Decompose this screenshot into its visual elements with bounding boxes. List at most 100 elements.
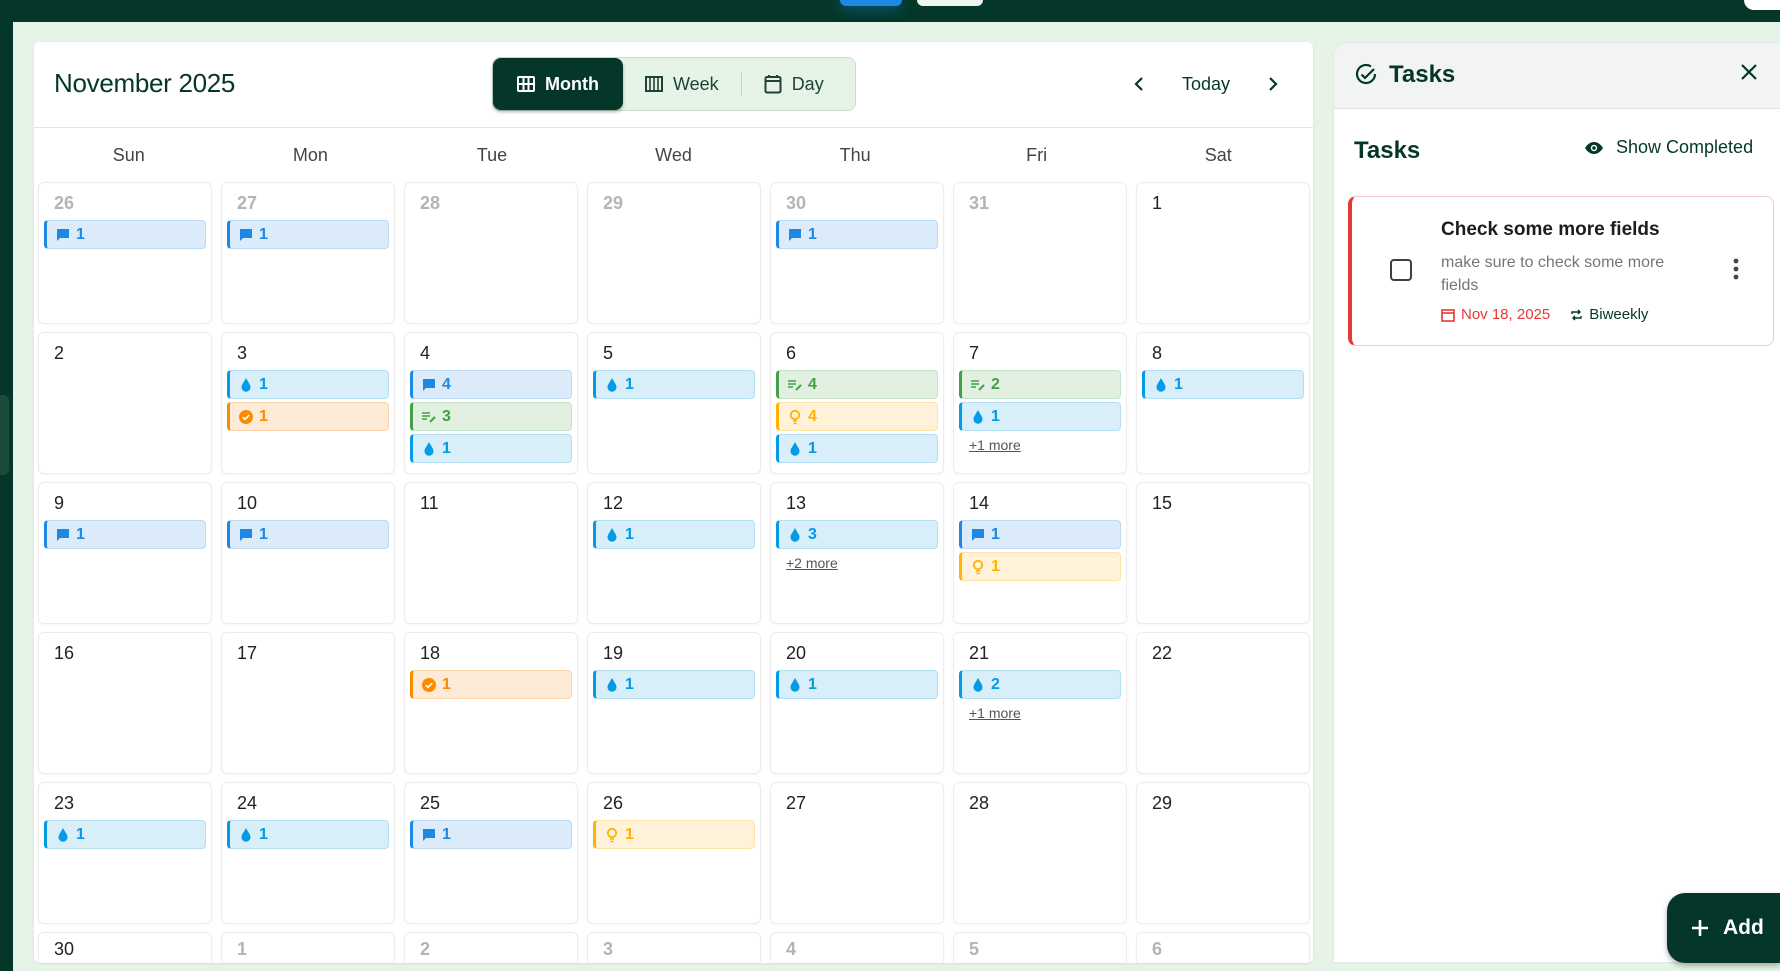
event-chip-comment[interactable]: 1	[776, 220, 938, 249]
day-cell[interactable]: 29	[587, 182, 761, 324]
avatar[interactable]	[1744, 0, 1780, 10]
day-cell[interactable]: 27 1	[221, 182, 395, 324]
day-number: 7	[969, 343, 980, 363]
day-cell[interactable]: 29	[1136, 782, 1310, 924]
today-button[interactable]: Today	[1182, 73, 1231, 94]
lightbulb-icon	[970, 559, 986, 575]
day-cell[interactable]: 13 3 +2 more	[770, 482, 944, 624]
show-completed-button[interactable]: Show Completed	[1584, 137, 1753, 158]
event-chip-water[interactable]: 1	[227, 820, 389, 849]
day-cell[interactable]: 4	[770, 932, 944, 962]
event-chip-idea[interactable]: 1	[959, 552, 1121, 581]
event-chip-comment[interactable]: 1	[227, 520, 389, 549]
view-week-button[interactable]: Week	[623, 58, 741, 110]
next-button[interactable]	[1258, 66, 1288, 102]
event-chip-water[interactable]: 1	[593, 670, 755, 699]
day-cell[interactable]: 15	[1136, 482, 1310, 624]
comment-icon	[238, 527, 254, 543]
day-cell[interactable]: 10 1	[221, 482, 395, 624]
day-cell[interactable]: 31	[953, 182, 1127, 324]
day-cell[interactable]: 26 1	[38, 182, 212, 324]
day-cell[interactable]: 1	[1136, 182, 1310, 324]
day-cell[interactable]: 20 1	[770, 632, 944, 774]
day-cell[interactable]: 30 1	[770, 182, 944, 324]
day-cell[interactable]: 30	[38, 932, 212, 962]
event-chip-notes[interactable]: 4	[776, 370, 938, 399]
more-events-link[interactable]: +1 more	[969, 705, 1021, 721]
day-number: 15	[1152, 493, 1173, 513]
event-chip-water[interactable]: 3	[776, 520, 938, 549]
comment-icon	[238, 227, 254, 243]
day-cell[interactable]: 19 1	[587, 632, 761, 774]
day-cell[interactable]: 16	[38, 632, 212, 774]
more-events-link[interactable]: +2 more	[786, 555, 838, 571]
event-chip-water[interactable]: 2	[959, 670, 1121, 699]
top-bar-button[interactable]	[917, 0, 983, 6]
day-cell[interactable]: 2	[38, 332, 212, 474]
day-cell[interactable]: 2	[404, 932, 578, 962]
tasks-panel-header: Tasks	[1334, 43, 1780, 109]
event-chip-water[interactable]: 1	[227, 370, 389, 399]
more-events-link[interactable]: +1 more	[969, 437, 1021, 453]
day-number: 22	[1152, 643, 1173, 663]
event-chip-comment[interactable]: 1	[44, 520, 206, 549]
view-day-button[interactable]: Day	[742, 58, 846, 110]
day-number: 10	[237, 493, 258, 513]
day-cell[interactable]: 18 1	[404, 632, 578, 774]
event-chip-comment[interactable]: 4	[410, 370, 572, 399]
event-chip-idea[interactable]: 1	[593, 820, 755, 849]
event-chip-water[interactable]: 1	[1142, 370, 1304, 399]
day-cell[interactable]: 11	[404, 482, 578, 624]
side-rail-handle[interactable]	[0, 395, 9, 475]
day-cell[interactable]: 21 2 +1 more	[953, 632, 1127, 774]
event-chip-comment[interactable]: 1	[410, 820, 572, 849]
more-vert-icon[interactable]	[1732, 257, 1740, 281]
day-cell[interactable]: 12 1	[587, 482, 761, 624]
day-cell[interactable]: 1	[221, 932, 395, 962]
task-checkbox[interactable]	[1390, 259, 1412, 281]
add-button[interactable]: Add	[1667, 893, 1780, 963]
day-cell[interactable]: 28	[404, 182, 578, 324]
event-chip-comment[interactable]: 1	[44, 220, 206, 249]
event-chip-water[interactable]: 1	[593, 370, 755, 399]
event-chip-comment[interactable]: 1	[959, 520, 1121, 549]
day-cell[interactable]: 27	[770, 782, 944, 924]
day-cell[interactable]: 6	[1136, 932, 1310, 962]
notes-edit-icon	[787, 377, 803, 393]
event-chip-water[interactable]: 1	[776, 670, 938, 699]
day-cell[interactable]: 25 1	[404, 782, 578, 924]
event-chip-comment[interactable]: 1	[227, 220, 389, 249]
day-cell[interactable]: 3	[587, 932, 761, 962]
event-chip-water[interactable]: 1	[776, 434, 938, 463]
event-chip-water[interactable]: 1	[959, 402, 1121, 431]
event-count: 4	[808, 407, 817, 425]
day-cell[interactable]: 7 2 1 +1 more	[953, 332, 1127, 474]
event-chip-notes[interactable]: 3	[410, 402, 572, 431]
event-chip-water[interactable]: 1	[593, 520, 755, 549]
view-month-button[interactable]: Month	[493, 58, 623, 110]
day-cell[interactable]: 23 1	[38, 782, 212, 924]
previous-button[interactable]	[1124, 66, 1154, 102]
event-chip-idea[interactable]: 4	[776, 402, 938, 431]
top-bar-active-button[interactable]	[840, 0, 902, 6]
event-chip-notes[interactable]: 2	[959, 370, 1121, 399]
day-cell[interactable]: 22	[1136, 632, 1310, 774]
event-chip-check[interactable]: 1	[227, 402, 389, 431]
event-chip-water[interactable]: 1	[410, 434, 572, 463]
day-cell[interactable]: 26 1	[587, 782, 761, 924]
day-cell[interactable]: 28	[953, 782, 1127, 924]
event-chip-check[interactable]: 1	[410, 670, 572, 699]
day-cell[interactable]: 17	[221, 632, 395, 774]
close-icon[interactable]	[1740, 63, 1758, 81]
event-chip-water[interactable]: 1	[44, 820, 206, 849]
day-cell[interactable]: 24 1	[221, 782, 395, 924]
task-card[interactable]: Check some more fields make sure to chec…	[1348, 196, 1774, 346]
day-cell[interactable]: 14 1 1	[953, 482, 1127, 624]
day-cell[interactable]: 5	[953, 932, 1127, 962]
